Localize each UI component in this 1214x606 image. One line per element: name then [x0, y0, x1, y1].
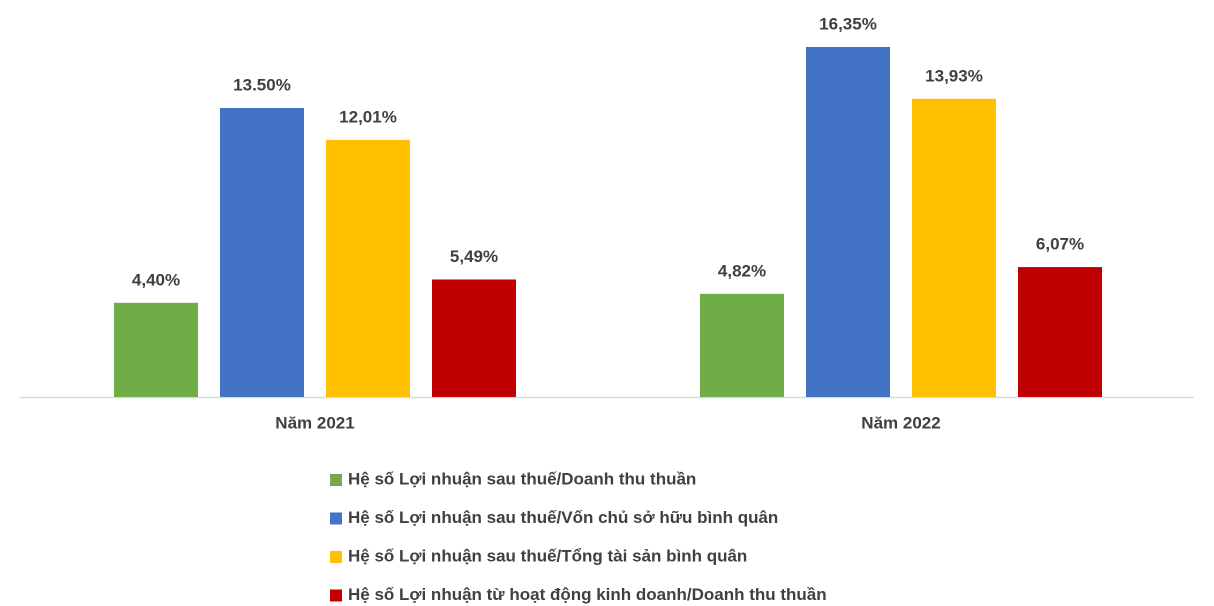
legend-label: Hệ số Lợi nhuận sau thuế/Vốn chủ sở hữu …: [348, 508, 778, 527]
legend-swatch: [330, 589, 342, 602]
bar: [700, 293, 784, 397]
bar: [432, 279, 516, 397]
data-label: 13,93%: [925, 66, 983, 85]
bar: [806, 47, 890, 397]
data-label: 4,40%: [132, 270, 180, 289]
data-label: 12,01%: [339, 107, 397, 126]
bar: [326, 139, 410, 397]
data-label: 4,82%: [718, 261, 766, 280]
data-label: 13.50%: [233, 75, 291, 94]
data-label: 16,35%: [819, 14, 877, 33]
data-label: 6,07%: [1036, 235, 1084, 254]
bar: [114, 302, 198, 397]
x-tick-label: Năm 2021: [275, 413, 354, 432]
legend-swatch: [330, 474, 342, 486]
bar: [220, 108, 304, 398]
bar: [1018, 267, 1102, 397]
legend-swatch: [330, 512, 342, 525]
legend-label: Hệ số Lợi nhuận từ hoạt động kinh doanh/…: [348, 585, 827, 604]
data-label: 5,49%: [450, 247, 498, 266]
legend-label: Hệ số Lợi nhuận sau thuế/Doanh thu thuần: [348, 469, 696, 488]
bar: [912, 98, 996, 397]
legend-label: Hệ số Lợi nhuận sau thuế/Tổng tài sản bì…: [348, 546, 747, 565]
x-tick-label: Năm 2022: [861, 413, 940, 432]
legend-swatch: [330, 551, 342, 563]
